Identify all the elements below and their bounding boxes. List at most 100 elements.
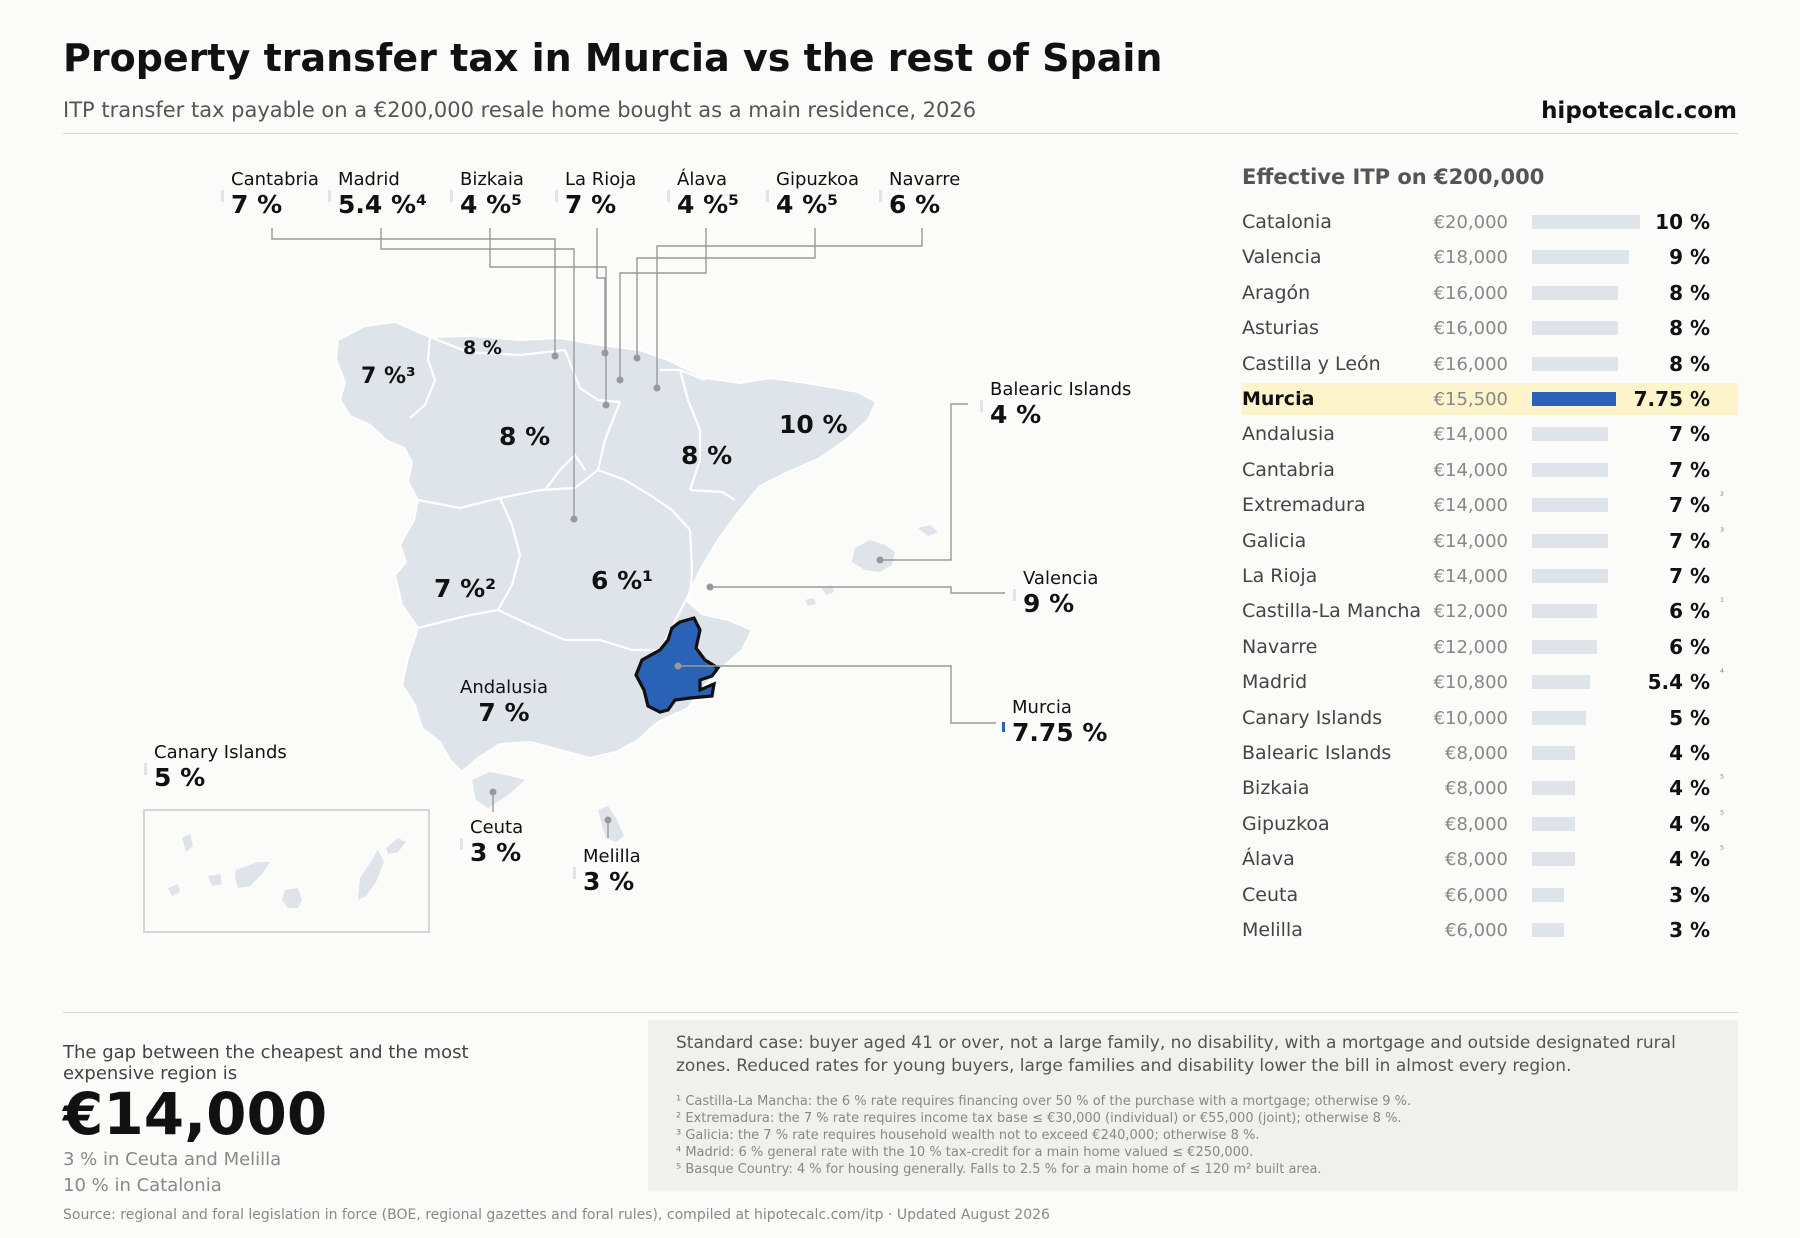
ranking-bar: [1532, 675, 1591, 690]
ranking-row: Canary Islands €10,000 5 %: [1242, 702, 1738, 734]
footnote-5: ⁵ Basque Country: 4 % for housing genera…: [676, 1162, 1322, 1177]
ranking-bar: [1532, 250, 1630, 265]
ranking-row: Galicia €14,000 7 % ³: [1242, 525, 1738, 557]
canary-islands: [168, 834, 406, 908]
ranking-amount: €16,000: [1433, 282, 1508, 304]
ranking-bar: [1532, 356, 1619, 371]
ranking-row: Gipuzkoa €8,000 4 % ⁵: [1242, 808, 1738, 840]
ranking-row: Murcia €15,500 7.75 %: [1242, 383, 1738, 415]
callout-ceuta: Ceuta 3 %: [460, 818, 523, 868]
callout-madrid: Madrid 5.4 %⁴: [328, 170, 427, 220]
ranking-amount: €20,000: [1433, 212, 1508, 233]
ranking-region-name: Álava: [1242, 848, 1295, 871]
ranking-amount: €14,000: [1433, 495, 1508, 517]
ranking-amount: €15,500: [1433, 389, 1508, 410]
ranking-row: Extremadura €14,000 7 % ²: [1242, 489, 1738, 521]
notes-main: Standard case: buyer aged 41 or over, no…: [676, 1033, 1676, 1076]
ranking-region-name: Castilla y León: [1242, 352, 1381, 375]
ranking-bar: [1532, 781, 1576, 796]
ranking-rate: 7 %: [1669, 564, 1710, 588]
footnote-2: ² Extremadura: the 7 % rate requires inc…: [676, 1111, 1402, 1126]
ranking-bar: [1532, 392, 1616, 406]
ranking-region-name: Cantabria: [1242, 458, 1335, 481]
ranking-bar: [1532, 852, 1576, 867]
ranking-footnote-marker: ¹: [1719, 597, 1724, 609]
ranking-region-name: Murcia: [1242, 388, 1315, 410]
ranking-rate: 8 %: [1669, 316, 1710, 341]
ranking-row: Catalonia €20,000 10 %: [1242, 206, 1738, 238]
ranking-rate: 7 %: [1669, 457, 1710, 482]
ranking-region-name: Extremadura: [1242, 494, 1366, 517]
ranking-rate: 6 %: [1669, 634, 1710, 659]
ranking-region-name: Navarre: [1242, 635, 1318, 658]
ranking-amount: €10,000: [1433, 707, 1508, 729]
ranking-amount: €8,000: [1445, 778, 1508, 800]
ranking-footnote-marker: ⁵: [1719, 774, 1724, 786]
brand-link[interactable]: hipotecalc.com: [1541, 98, 1737, 124]
header-divider: [63, 133, 1738, 134]
ranking-rate: 7 %: [1669, 422, 1710, 447]
ranking-rate: 3 %: [1669, 882, 1710, 907]
ranking-row: La Rioja €14,000 7 %: [1242, 560, 1738, 592]
ranking-row: Ceuta €6,000 3 %: [1242, 879, 1738, 911]
leader-dots: [489, 349, 884, 824]
ranking-amount: €12,000: [1433, 601, 1508, 623]
callout-navarre: Navarre 6 %: [879, 170, 960, 220]
ranking-amount: €18,000: [1433, 247, 1508, 269]
ranking-row: Andalusia €14,000 7 %: [1242, 418, 1738, 450]
ranking-rate: 7 %: [1669, 493, 1710, 518]
ranking-region-name: Asturias: [1242, 317, 1320, 340]
ranking-title: Effective ITP on €200,000: [1242, 165, 1545, 189]
ranking-amount: €14,000: [1433, 424, 1508, 446]
ranking-row: Aragón €16,000 8 %: [1242, 277, 1738, 309]
ranking-amount: €6,000: [1445, 920, 1508, 941]
ranking-rate: 4 %: [1669, 847, 1710, 872]
label-catalonia: 10 %: [779, 410, 848, 439]
ranking-rate: 5.4 %: [1647, 670, 1710, 695]
gap-low: 3 % in Ceuta and Melilla: [63, 1149, 282, 1170]
ranking-row: Bizkaia €8,000 4 % ⁵: [1242, 772, 1738, 804]
ranking-bar: [1532, 533, 1608, 548]
label-extremadura: 7 %²: [434, 574, 497, 603]
ranking-amount: €14,000: [1433, 530, 1508, 552]
region-boundaries: [409, 335, 736, 652]
ranking-bar: [1532, 639, 1597, 654]
ranking-amount: €16,000: [1433, 318, 1508, 340]
ranking-bar: [1532, 887, 1565, 902]
ceuta-territory: [472, 772, 525, 808]
ranking-amount: €14,000: [1433, 459, 1508, 481]
ranking-row: Valencia €18,000 9 %: [1242, 241, 1738, 273]
label-galicia: 7 %³: [361, 364, 416, 389]
ranking-bar: [1532, 285, 1619, 300]
ranking-amount: €8,000: [1445, 813, 1508, 835]
page-subtitle: ITP transfer tax payable on a €200,000 r…: [63, 98, 977, 122]
callout-cantabria: Cantabria 7 %: [221, 170, 319, 220]
ranking-rate: 6 %: [1669, 599, 1710, 624]
ranking-region-name: Castilla-La Mancha: [1242, 600, 1422, 623]
footnote-4: ⁴ Madrid: 6 % general rate with the 10 %…: [676, 1145, 1254, 1160]
ranking-rate: 8 %: [1669, 280, 1710, 305]
ranking-bar: [1532, 923, 1565, 937]
ranking-bar: [1532, 427, 1608, 442]
ranking-rate: 10 %: [1655, 210, 1710, 234]
ranking-region-name: Bizkaia: [1242, 777, 1310, 800]
footer-divider: [63, 1012, 1738, 1013]
ranking-amount: €6,000: [1445, 884, 1508, 906]
ranking-region-name: Galicia: [1242, 529, 1307, 552]
gap-high: 10 % in Catalonia: [63, 1175, 222, 1196]
ranking-region-name: Gipuzkoa: [1242, 812, 1330, 835]
ranking-row: Álava €8,000 4 % ⁵: [1242, 843, 1738, 875]
ranking-bar: [1532, 746, 1576, 760]
ranking-bar: [1532, 215, 1640, 229]
ranking-row: Balearic Islands €8,000 4 %: [1242, 737, 1738, 769]
ranking-footnote-marker: ³: [1719, 526, 1724, 538]
ranking-amount: €8,000: [1445, 849, 1508, 871]
ranking-row: Castilla y León €16,000 8 %: [1242, 348, 1738, 380]
ranking-region-name: Catalonia: [1242, 211, 1332, 233]
ranking-amount: €8,000: [1445, 743, 1508, 764]
callout-la-rioja: La Rioja 7 %: [555, 170, 636, 220]
spain-mainland: [334, 320, 878, 774]
ranking-amount: €16,000: [1433, 353, 1508, 375]
leader-lines: [271, 228, 1005, 838]
label-aragon: 8 %: [681, 441, 733, 470]
